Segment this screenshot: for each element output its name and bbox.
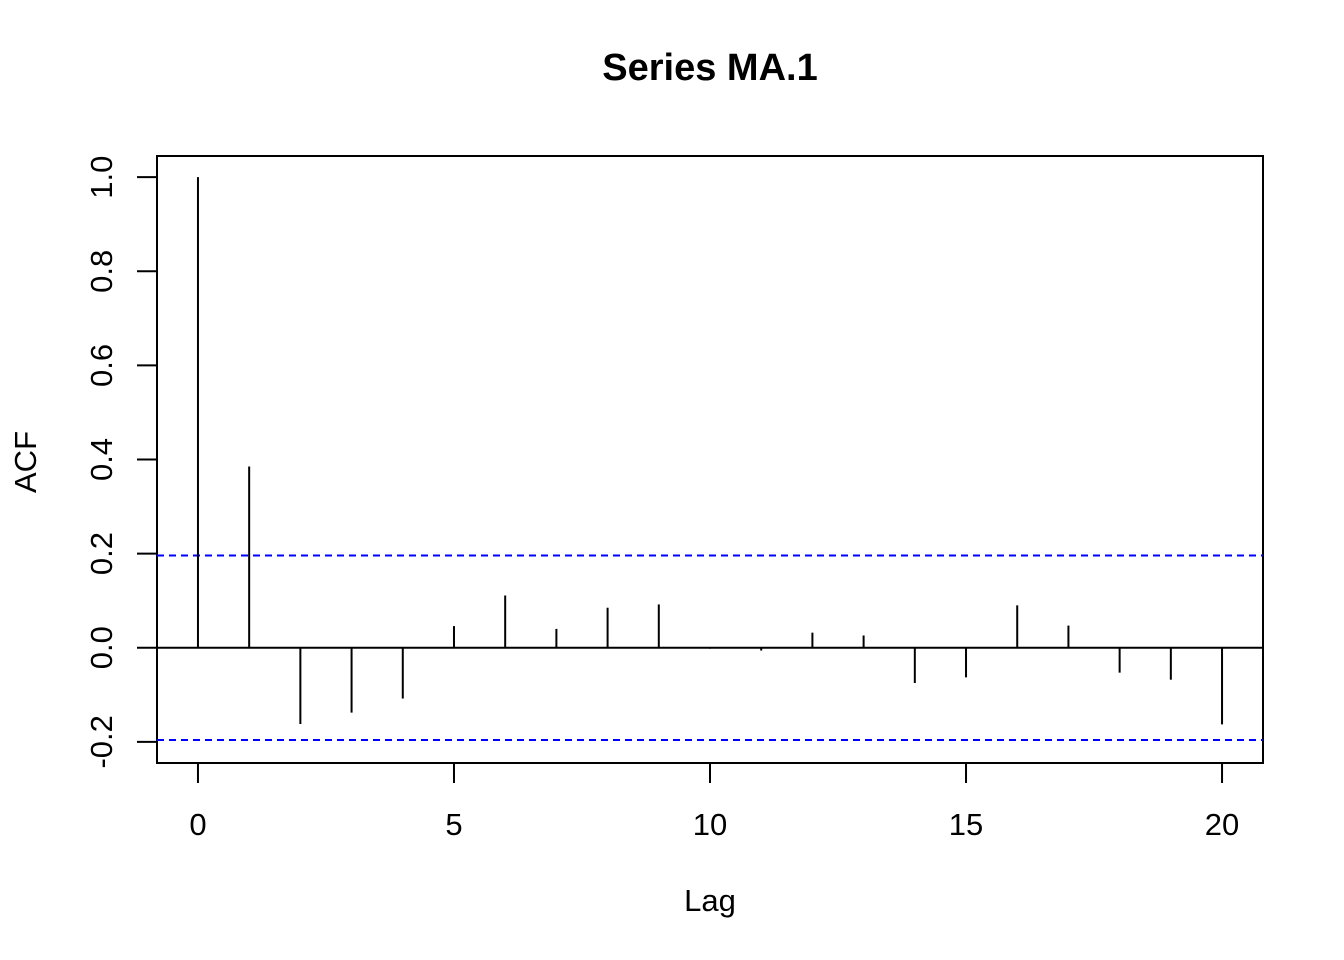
y-tick-label-0_2: 0.2 (84, 532, 119, 575)
y-tick-label-0_6: 0.6 (84, 344, 119, 387)
y-tick-label-1: 1.0 (84, 156, 119, 199)
y-tick-label-neg0_2: -0.2 (84, 715, 119, 768)
plot-frame (156, 155, 1264, 764)
chart-title: Series MA.1 (602, 47, 817, 89)
x-tick-label-20: 20 (1205, 807, 1239, 842)
y-axis-label: ACF (8, 431, 43, 493)
plot-area: 0 5 10 15 20 -0.2 0.0 0.2 0.4 0.6 0.8 1.0 (84, 155, 1264, 842)
x-tick-label-15: 15 (949, 807, 983, 842)
x-tick-label-10: 10 (693, 807, 727, 842)
y-tick-label-0_8: 0.8 (84, 250, 119, 293)
x-axis-label: Lag (684, 883, 736, 918)
x-tick-label-0: 0 (189, 807, 206, 842)
y-tick-label-0: 0.0 (84, 626, 119, 669)
x-tick-label-5: 5 (445, 807, 462, 842)
y-tick-label-0_4: 0.4 (84, 438, 119, 481)
